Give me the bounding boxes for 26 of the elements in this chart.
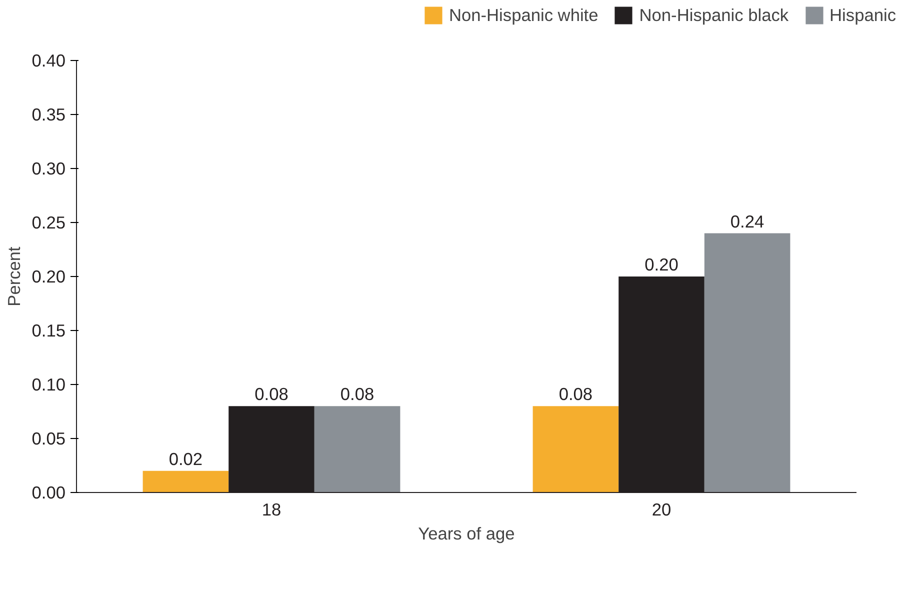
data-label: 0.20 [644, 254, 678, 274]
x-axis-title: Years of age [418, 524, 515, 544]
legend-label: Hispanic [830, 4, 896, 26]
y-tick-label: 0.40 [32, 50, 66, 70]
data-label: 0.08 [558, 384, 593, 404]
x-tick-label: 20 [652, 500, 672, 520]
y-tick-label: 0.05 [32, 428, 66, 448]
bar [704, 233, 790, 492]
y-axis-title: Percent [4, 246, 24, 306]
y-tick-label: 0.30 [32, 158, 66, 178]
y-tick-label: 0.10 [32, 374, 66, 394]
y-tick-label: 0.15 [32, 320, 66, 340]
bar [314, 406, 400, 492]
x-tick-label: 18 [262, 500, 282, 520]
y-tick-label: 0.00 [32, 482, 66, 502]
y-tick-label: 0.20 [32, 266, 66, 286]
legend-label: Non-Hispanic white [448, 4, 598, 26]
y-tick-label: 0.25 [32, 212, 66, 232]
data-label: 0.08 [340, 384, 374, 404]
bar [532, 406, 619, 492]
data-label: 0.24 [730, 211, 765, 232]
bar [142, 470, 229, 492]
y-tick-label: 0.35 [32, 104, 66, 124]
data-label: 0.02 [168, 448, 203, 469]
legend-label: Non-Hispanic black [639, 4, 789, 26]
data-label: 0.08 [254, 384, 288, 404]
